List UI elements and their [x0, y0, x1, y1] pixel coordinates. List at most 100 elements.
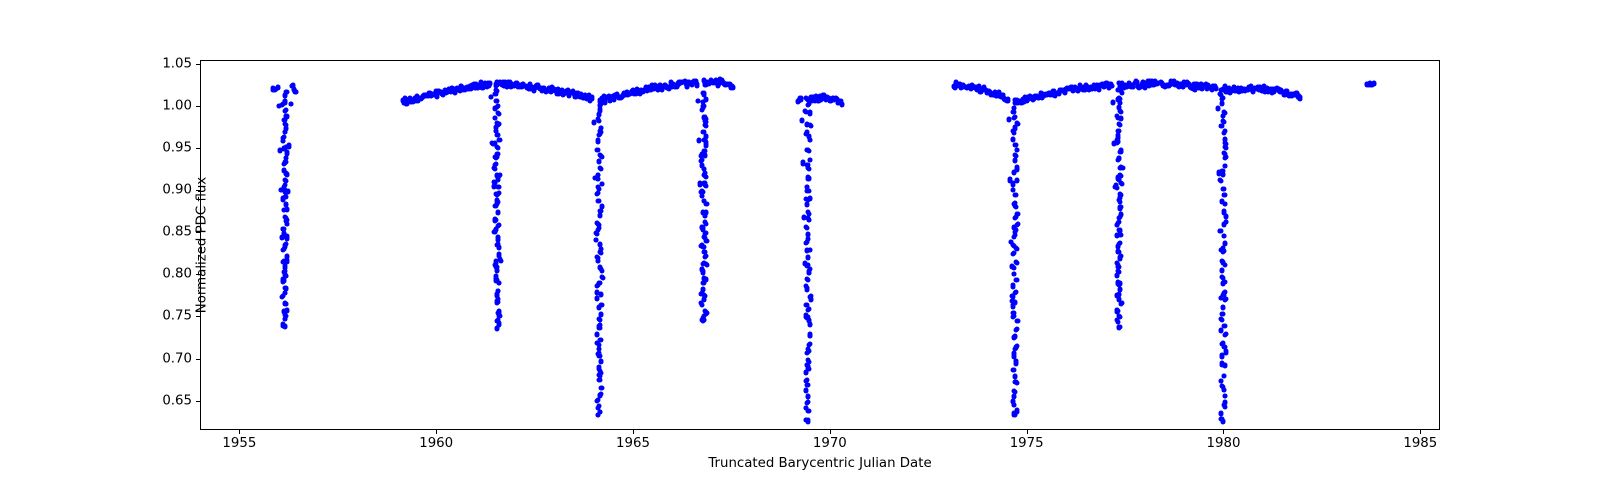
data-point: [1013, 233, 1018, 238]
data-point: [597, 346, 602, 351]
data-point: [1221, 114, 1226, 119]
data-point: [1010, 367, 1015, 372]
data-point: [1117, 122, 1122, 127]
y-tick-label: 0.65: [162, 393, 192, 408]
x-tick: [436, 430, 437, 434]
y-tick: [196, 190, 200, 191]
data-point: [1222, 323, 1227, 328]
x-tick: [1027, 430, 1028, 434]
data-point: [700, 280, 705, 285]
data-point: [808, 322, 813, 327]
data-point: [804, 418, 809, 423]
data-point: [1116, 324, 1121, 329]
data-point: [1013, 361, 1018, 366]
data-point: [598, 131, 603, 136]
data-point: [495, 185, 500, 190]
x-tick-label: 1955: [222, 436, 256, 451]
y-tick-label: 0.90: [162, 183, 192, 198]
x-tick: [830, 430, 831, 434]
data-point: [1011, 303, 1016, 308]
data-point: [1014, 278, 1019, 283]
data-point: [496, 245, 501, 250]
data-point: [596, 147, 601, 152]
data-point: [596, 259, 601, 264]
data-point: [1220, 171, 1225, 176]
data-point: [702, 123, 707, 128]
x-tick: [1420, 430, 1421, 434]
data-point: [806, 188, 811, 193]
data-point: [705, 263, 710, 268]
x-tick: [1223, 430, 1224, 434]
y-tick: [196, 359, 200, 360]
data-point: [596, 405, 601, 410]
data-point: [1119, 233, 1124, 238]
data-point: [595, 296, 600, 301]
data-point: [1013, 193, 1018, 198]
data-point: [492, 230, 497, 235]
data-point: [1012, 352, 1017, 357]
x-tick-label: 1970: [813, 436, 847, 451]
data-point: [1223, 145, 1228, 150]
y-tick: [196, 316, 200, 317]
data-point: [596, 138, 601, 143]
data-point: [1222, 192, 1227, 197]
data-point: [1223, 201, 1228, 206]
data-point: [804, 247, 809, 252]
data-point: [1371, 82, 1376, 87]
data-point: [700, 106, 705, 111]
data-point: [498, 258, 503, 263]
x-tick-label: 1985: [1403, 436, 1437, 451]
data-point: [496, 210, 501, 215]
data-point: [1224, 214, 1229, 219]
data-point: [1010, 294, 1015, 299]
data-point: [1005, 98, 1010, 103]
data-point: [284, 233, 289, 238]
data-point: [1224, 296, 1229, 301]
data-point: [1119, 182, 1124, 187]
data-point: [804, 224, 809, 229]
data-point: [595, 331, 600, 336]
data-point: [1221, 304, 1226, 309]
data-point: [1224, 155, 1229, 160]
data-point: [597, 325, 602, 330]
data-point: [1220, 268, 1225, 273]
data-point: [596, 198, 601, 203]
data-point: [595, 413, 600, 418]
data-point: [495, 146, 500, 151]
data-point: [1011, 335, 1016, 340]
data-point: [1219, 316, 1224, 321]
x-tick: [239, 430, 240, 434]
data-point: [1012, 109, 1017, 114]
data-point: [704, 239, 709, 244]
data-point: [282, 161, 287, 166]
data-point: [804, 287, 809, 292]
data-point: [806, 270, 811, 275]
data-point: [281, 280, 286, 285]
data-point: [1221, 249, 1226, 254]
data-point: [1114, 185, 1119, 190]
data-point: [807, 334, 812, 339]
data-point: [805, 277, 810, 282]
data-point: [492, 165, 497, 170]
data-point: [594, 230, 599, 235]
data-point: [280, 196, 285, 201]
data-point: [699, 267, 704, 272]
data-point: [280, 247, 285, 252]
data-point: [703, 174, 708, 179]
data-point: [1014, 260, 1019, 265]
data-point: [703, 213, 708, 218]
data-point: [596, 397, 601, 402]
data-point: [282, 208, 287, 213]
data-point: [599, 167, 604, 172]
y-tick: [196, 148, 200, 149]
data-point: [1010, 264, 1015, 269]
data-point: [487, 80, 492, 85]
data-point: [599, 154, 604, 159]
data-point: [493, 91, 498, 96]
data-point: [493, 154, 498, 159]
data-point: [699, 301, 704, 306]
data-point: [1224, 350, 1229, 355]
data-point: [806, 408, 811, 413]
data-point: [807, 217, 812, 222]
x-tick: [633, 430, 634, 434]
